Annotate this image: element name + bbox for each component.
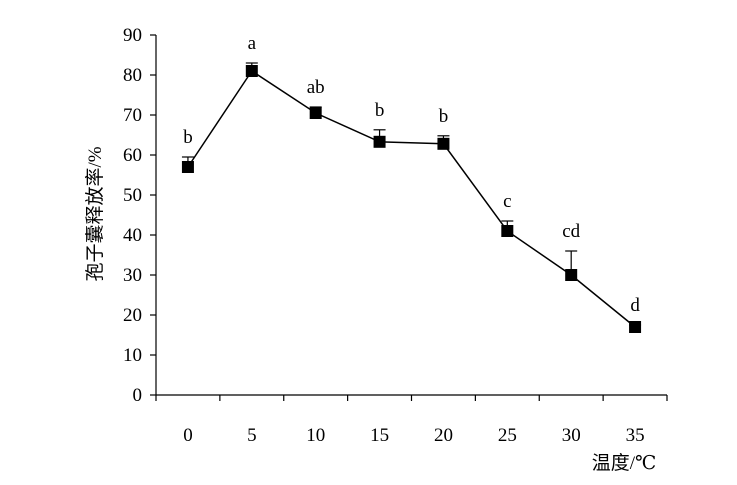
y-tick-label: 90: [123, 25, 142, 46]
y-tick-label: 50: [123, 185, 142, 206]
data-point: [437, 137, 450, 150]
significance-label: b: [375, 100, 385, 121]
data-point: [245, 65, 258, 77]
x-tick-label: 20: [434, 425, 453, 446]
y-tick-label: 30: [123, 265, 142, 286]
data-point: [181, 161, 194, 173]
x-axis-title: 温度/℃: [592, 452, 657, 474]
data-point: [565, 269, 578, 281]
y-tick-label: 0: [133, 385, 143, 406]
y-ticks: 0 10 20 30 40 50 60 70 80 90: [123, 25, 156, 406]
significance-label: a: [248, 33, 257, 54]
y-tick-label: 70: [123, 105, 142, 126]
significance-label: b: [439, 106, 449, 127]
significance-label: cd: [562, 221, 580, 242]
data-point: [309, 107, 322, 119]
x-tick-label: 5: [247, 425, 257, 446]
x-tick-label: 10: [306, 425, 325, 446]
significance-label: d: [630, 295, 640, 316]
data-point: [373, 135, 386, 148]
y-axis-title: 孢子囊释放率/%: [84, 146, 106, 281]
data-point: [629, 321, 642, 333]
y-tick-label: 60: [123, 145, 142, 166]
x-ticks: 0 5 10 15 20 25 30 35: [155, 395, 668, 446]
axes: [155, 35, 667, 396]
series-line: [187, 69, 636, 328]
series-plot: b a ab b b c cd d: [181, 33, 642, 333]
x-tick-label: 35: [626, 425, 645, 446]
significance-label: ab: [307, 77, 325, 98]
x-tick-label: 25: [498, 425, 517, 446]
x-tick-label: 0: [183, 425, 193, 446]
significance-label: b: [183, 127, 193, 148]
x-tick-label: 15: [370, 425, 389, 446]
significance-label: c: [503, 191, 511, 212]
x-tick-label: 30: [562, 425, 581, 446]
y-tick-label: 10: [123, 345, 142, 366]
y-tick-label: 80: [123, 65, 142, 86]
data-point: [501, 225, 514, 237]
y-tick-label: 20: [123, 305, 142, 326]
y-tick-label: 40: [123, 225, 142, 246]
